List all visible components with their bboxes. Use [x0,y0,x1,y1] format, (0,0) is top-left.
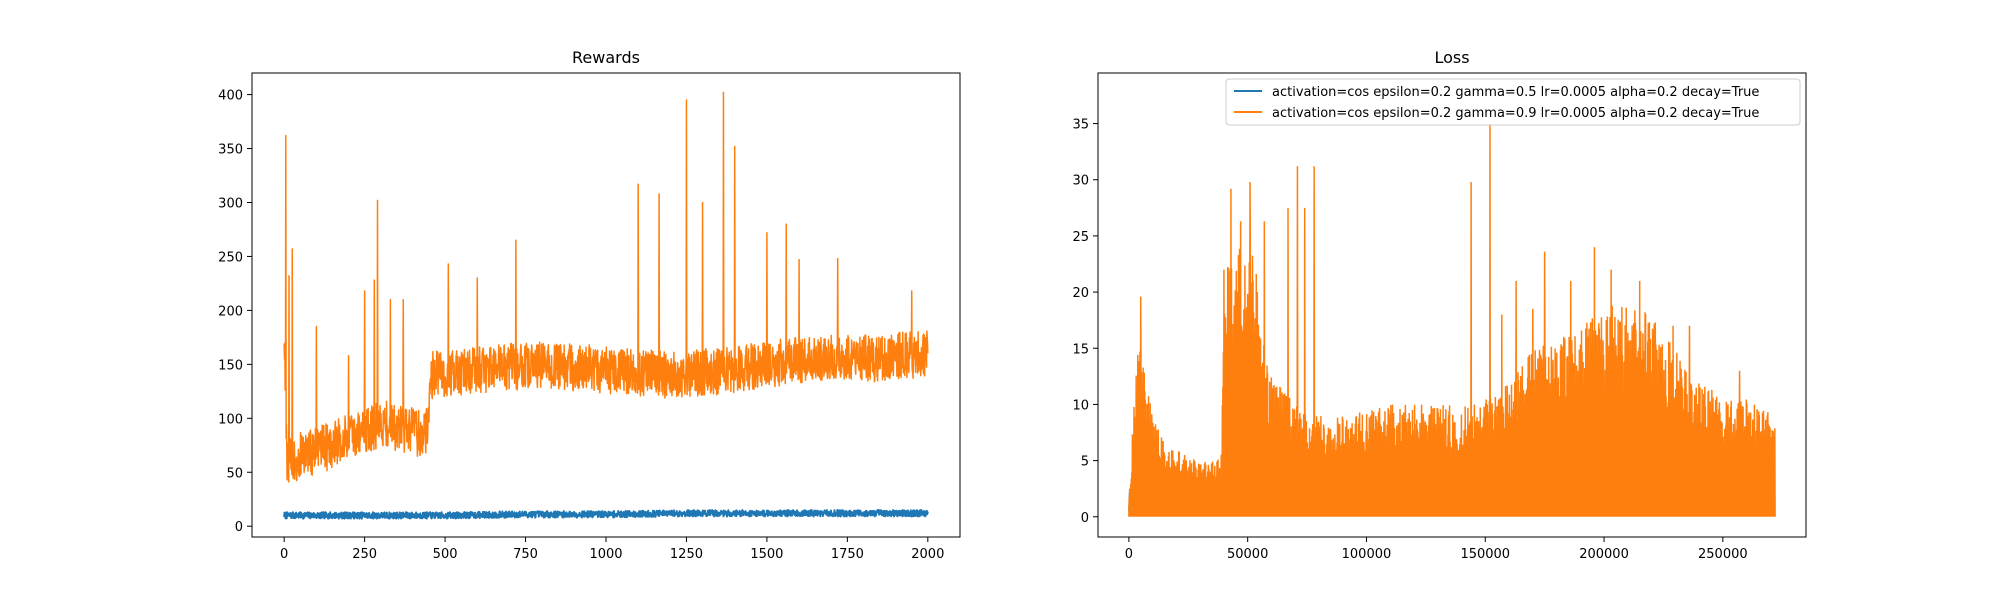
loss-x-tick-label: 200000 [1579,547,1629,562]
loss-x-tick-label: 100000 [1342,547,1392,562]
loss-chart-panel: Loss 0 50000 100000 150000 200000 250000 0 5 10 1… [1072,48,1807,562]
loss-ticks: 0 50000 100000 150000 200000 250000 0 5 10 15 20 25… [1072,118,1747,562]
rewards-y-tick-label: 100 [218,412,243,427]
loss-y-tick-label: 15 [1072,342,1089,357]
legend-label-series-2: activation=cos epsilon=0.2 gamma=0.9 lr=… [1272,106,1759,121]
rewards-x-tick-label: 2000 [911,547,944,562]
rewards-x-tick-label: 750 [513,547,538,562]
rewards-y-tick-label: 150 [218,358,243,373]
rewards-series-1-line [283,509,929,520]
loss-y-tick-label: 0 [1081,511,1089,526]
rewards-axes-frame [251,72,961,538]
rewards-x-tick-label: 1250 [670,547,703,562]
loss-x-tick-label: 0 [1125,547,1133,562]
loss-x-tick-label: 250000 [1698,547,1748,562]
loss-x-tick-label: 150000 [1460,547,1510,562]
rewards-y-tick-label: 350 [218,143,243,158]
loss-y-tick-label: 20 [1072,286,1089,301]
loss-y-tick-label: 5 [1081,455,1089,470]
rewards-y-tick-label: 50 [226,466,243,481]
loss-y-tick-label: 25 [1072,230,1089,245]
legend-box [1225,78,1801,126]
rewards-y-tick-label: 300 [218,196,243,211]
loss-legend: activation=cos epsilon=0.2 gamma=0.5 lr=… [1225,78,1801,126]
loss-series-2-line [1128,123,1776,517]
rewards-x-tick-label: 0 [280,547,288,562]
loss-x-tick-label: 50000 [1227,547,1268,562]
rewards-chart-title: Rewards [572,48,640,67]
rewards-x-tick-label: 500 [433,547,458,562]
loss-y-tick-label: 10 [1072,398,1089,413]
rewards-y-tick-label: 250 [218,250,243,265]
rewards-chart-panel: Rewards 0 250 500 750 1000 1250 1500 1750 2000 0 5… [218,48,961,562]
loss-series-lines [1128,123,1776,517]
rewards-series-2-line [283,91,929,483]
rewards-y-tick-label: 200 [218,304,243,319]
rewards-ticks: 0 250 500 750 1000 1250 1500 1750 2000 0 50 100 150 2… [218,89,944,562]
rewards-y-tick-label: 400 [218,89,243,104]
rewards-x-tick-label: 1750 [831,547,864,562]
rewards-x-tick-label: 250 [352,547,377,562]
rewards-series-lines [283,91,929,520]
rewards-y-tick-label: 0 [235,520,243,535]
legend-label-series-1: activation=cos epsilon=0.2 gamma=0.5 lr=… [1272,85,1759,100]
loss-y-tick-label: 30 [1072,174,1089,189]
loss-chart-title: Loss [1434,48,1469,67]
rewards-x-tick-label: 1500 [750,547,783,562]
loss-y-tick-label: 35 [1072,118,1089,133]
rewards-x-tick-label: 1000 [589,547,622,562]
loss-axes-frame [1097,72,1807,538]
